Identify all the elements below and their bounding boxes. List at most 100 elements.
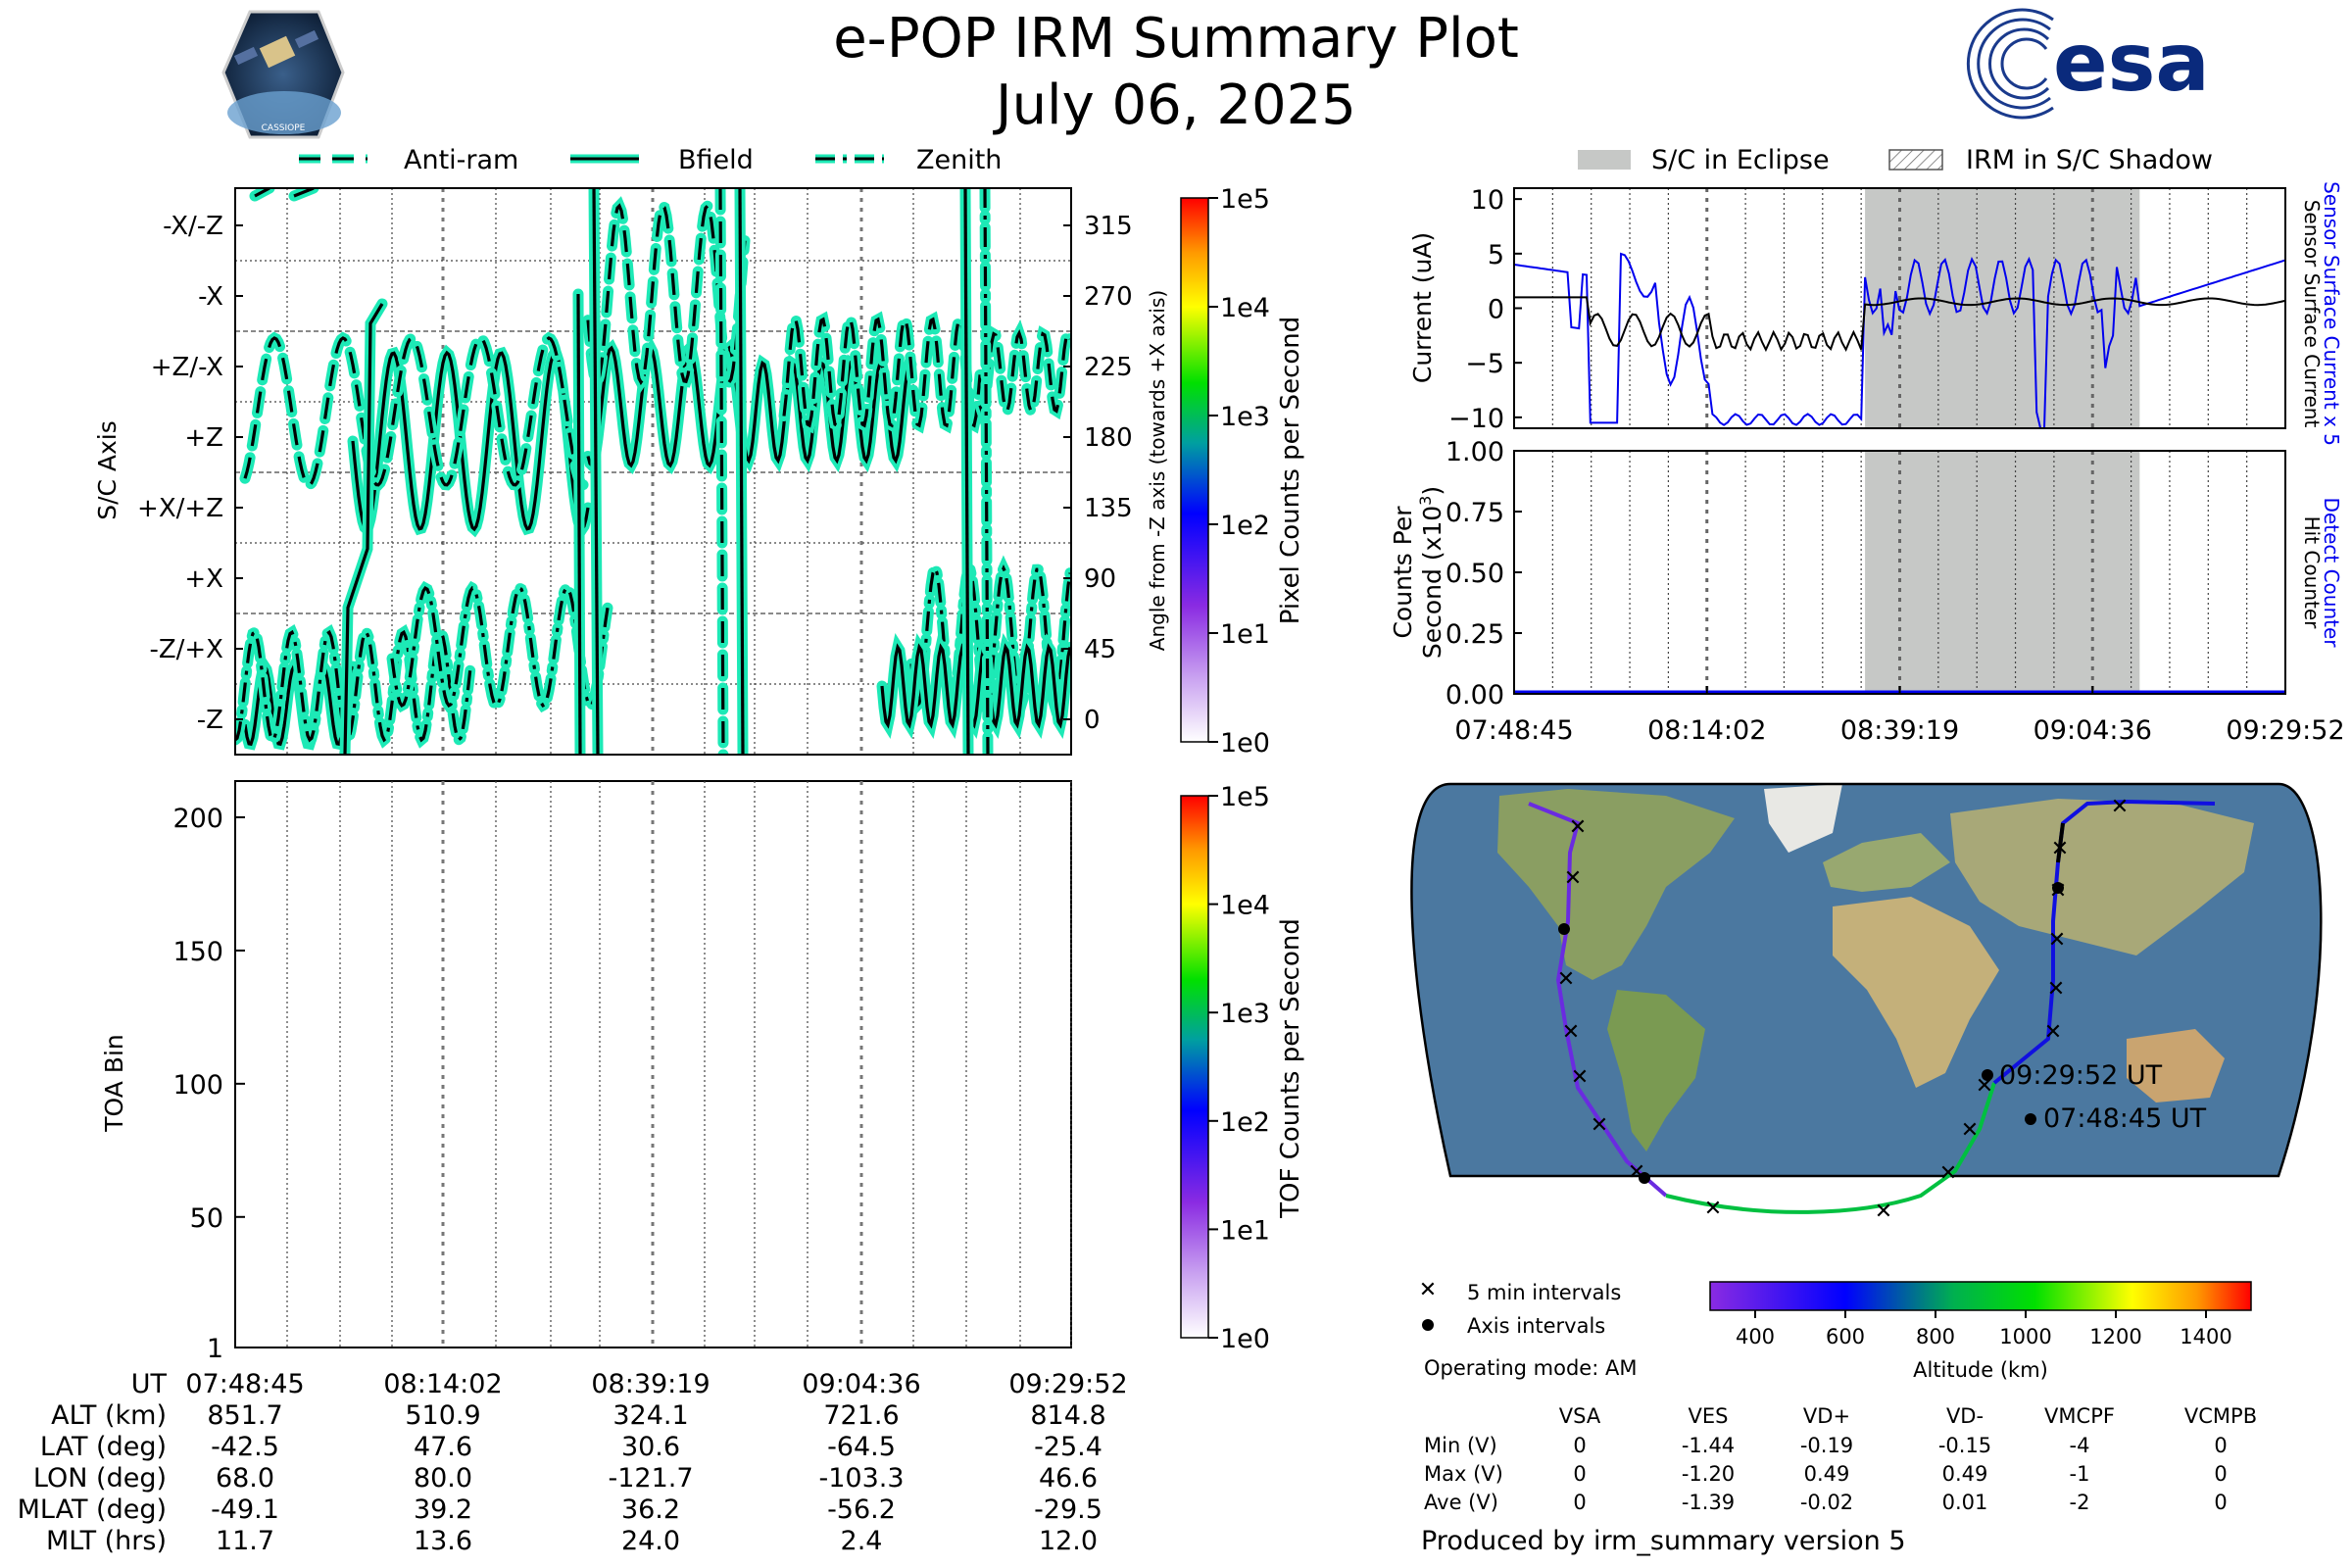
current-tick-label: 0 [1488, 295, 1504, 325]
voltage-cell: 0 [2214, 1462, 2227, 1486]
legend-label-bfield: Bfield [678, 145, 754, 175]
voltage-table: VSA VES VD+ VD- VMCPF VCMPB Min (V) 0 -1.44 -0.19… [1424, 1404, 2257, 1514]
ephemeris-row-label: UT [131, 1369, 168, 1399]
ephemeris-cell: 13.6 [414, 1526, 472, 1556]
sc-axis-tick-label: +Z/-X [151, 353, 223, 382]
voltage-header: VD+ [1803, 1404, 1850, 1428]
eclipse-swatch [1578, 150, 1631, 170]
sc-axis-tick-label: +X/+Z [137, 494, 223, 523]
sc-axis-tick-label: -Z/+X [149, 635, 223, 664]
ephemeris-cell: 851.7 [207, 1400, 282, 1431]
cross-marker-icon: ✕ [1419, 1278, 1437, 1302]
attitude-curve [963, 188, 970, 755]
australia [2127, 1029, 2225, 1102]
asia [1950, 799, 2254, 956]
voltage-row-label: Min (V) [1424, 1434, 1497, 1457]
tof-colorbar-label: TOF Counts per Second [1276, 918, 1305, 1219]
ephemeris-cell: -25.4 [1034, 1432, 1102, 1462]
voltage-cell: -1.44 [1682, 1434, 1735, 1457]
voltage-cell: 0 [1573, 1434, 1586, 1457]
orbit-track: ✕✕✕✕✕✕✕✕✕✕✕✕✕✕✕✕✕✕ [1528, 795, 2216, 1224]
europe [1823, 833, 1950, 892]
tof-colorbar: 1e5 1e4 1e3 1e2 1e1 1e0 TOF Counts per Second [1180, 782, 1305, 1354]
angle-tick-label: 0 [1084, 706, 1101, 735]
orbit-5min-marker: ✕ [2051, 837, 2069, 861]
pixel-colorbar-tick-label: 1e0 [1220, 728, 1270, 759]
pixel-colorbar-tick-label: 1e2 [1220, 511, 1270, 541]
orbit-axis-marker [1982, 1069, 1993, 1081]
orbit-5min-marker: ✕ [1564, 866, 1582, 891]
ephemeris-cell: 08:39:19 [591, 1369, 710, 1399]
attitude-curve [880, 643, 1071, 729]
orbit-5min-marker: ✕ [1562, 1020, 1580, 1045]
cassiope-logo: CASSIOPE [221, 10, 345, 139]
attitude-curve [243, 336, 590, 487]
counts-ylabel-1: Counts Per [1389, 506, 1417, 639]
voltage-cell: -1 [2070, 1462, 2090, 1486]
ephemeris-row-label: MLT (hrs) [46, 1526, 167, 1556]
altitude-tick-label: 1000 [1999, 1325, 2051, 1348]
tof-colorbar-tick-label: 1e4 [1220, 891, 1270, 921]
angle-ylabel: Angle from -Z axis (towards +X axis) [1146, 290, 1169, 651]
operating-mode: Operating mode: AM [1424, 1356, 1637, 1380]
altitude-colorbar-gradient [1709, 1281, 2252, 1311]
tof-colorbar-tick-label: 1e0 [1220, 1324, 1270, 1354]
ephemeris-cell: -103.3 [818, 1463, 904, 1494]
toa-tick-label: 150 [172, 937, 223, 967]
ephemeris-cell: 11.7 [216, 1526, 274, 1556]
eclipse-band-current [1865, 188, 2140, 428]
voltage-cell: 0.49 [1804, 1462, 1850, 1486]
current-tick-label: 10 [1471, 185, 1504, 216]
angle-tick-labels: 315 270 225 180 135 90 45 0 [1063, 212, 1133, 735]
ephemeris-row-label: LON (deg) [33, 1463, 167, 1494]
tof-colorbar-tick-label: 1e1 [1220, 1215, 1270, 1246]
orbit-axis-marker [2025, 1113, 2036, 1125]
current-tick-label: −5 [1465, 349, 1504, 379]
voltage-cell: -0.19 [1800, 1434, 1853, 1457]
ephemeris-cell: 09:29:52 [1008, 1369, 1127, 1399]
toa-tick-label: 100 [172, 1070, 223, 1101]
voltage-row-label: Max (V) [1424, 1462, 1503, 1486]
sensor-current-line [1514, 296, 2285, 353]
ephemeris-cell: -121.7 [608, 1463, 693, 1494]
ephemeris-cell: 36.2 [621, 1494, 680, 1525]
orbit-axis-marker [2052, 882, 2064, 894]
sensor-current-x5-line [1514, 252, 2285, 428]
counts-tick-label: 0.50 [1446, 559, 1504, 589]
orbit-5min-marker: ✕ [1875, 1200, 1892, 1224]
attitude-curve [390, 585, 610, 709]
angle-tick-label: 135 [1084, 494, 1133, 523]
legend-axis: Axis intervals [1467, 1314, 1605, 1338]
voltage-row-label: Ave (V) [1424, 1491, 1498, 1514]
angle-tick-label: 270 [1084, 282, 1133, 312]
legend-5min: 5 min intervals [1467, 1281, 1621, 1304]
footer: Produced by irm_summary version 5 [1421, 1526, 1906, 1556]
toa-ylabel: TOA Bin [100, 1034, 128, 1133]
voltage-header: VCMPB [2184, 1404, 2257, 1428]
pixel-colorbar: 1e5 1e4 1e3 1e2 1e1 1e0 Pixel Counts per Seco… [1180, 184, 1305, 759]
shadow-legend-label: IRM in S/C Shadow [1966, 145, 2213, 175]
sc-axis-tick-label: -Z [197, 706, 223, 735]
ephemeris-cell: 24.0 [621, 1526, 680, 1556]
ephemeris-cell: 08:14:02 [383, 1369, 502, 1399]
orbit-5min-marker: ✕ [2048, 928, 2066, 953]
voltage-cell: -1.39 [1682, 1491, 1735, 1514]
plot-title: e-POP IRM Summary Plot [833, 7, 1519, 71]
angle-tick-label: 45 [1084, 635, 1116, 664]
pixel-colorbar-tick-label: 1e4 [1220, 293, 1270, 323]
altitude-tick-label: 400 [1736, 1325, 1775, 1348]
counts-right-label-1: Detect Counter [2320, 498, 2343, 649]
pixel-colorbar-label: Pixel Counts per Second [1276, 317, 1305, 625]
ephemeris-cell: -49.1 [211, 1494, 279, 1525]
ephemeris-cell: 30.6 [621, 1432, 680, 1462]
orbit-5min-marker: ✕ [2047, 977, 2065, 1002]
orbit-5min-marker: ✕ [1569, 815, 1587, 840]
attitude-curve [592, 188, 600, 755]
attitude-curve [343, 303, 384, 755]
attitude-panel: -X/-Z -X +Z/-X +Z +X/+Z +X -Z/+X -Z 315 270 225 18… [93, 187, 1169, 756]
sc-axis-tick-label: -X/-Z [163, 212, 223, 241]
north-america [1497, 789, 1735, 980]
current-ylabel: Current (uA) [1408, 232, 1437, 383]
ephemeris-cell: 721.6 [823, 1400, 899, 1431]
voltage-cell: 0.49 [1942, 1462, 1988, 1486]
